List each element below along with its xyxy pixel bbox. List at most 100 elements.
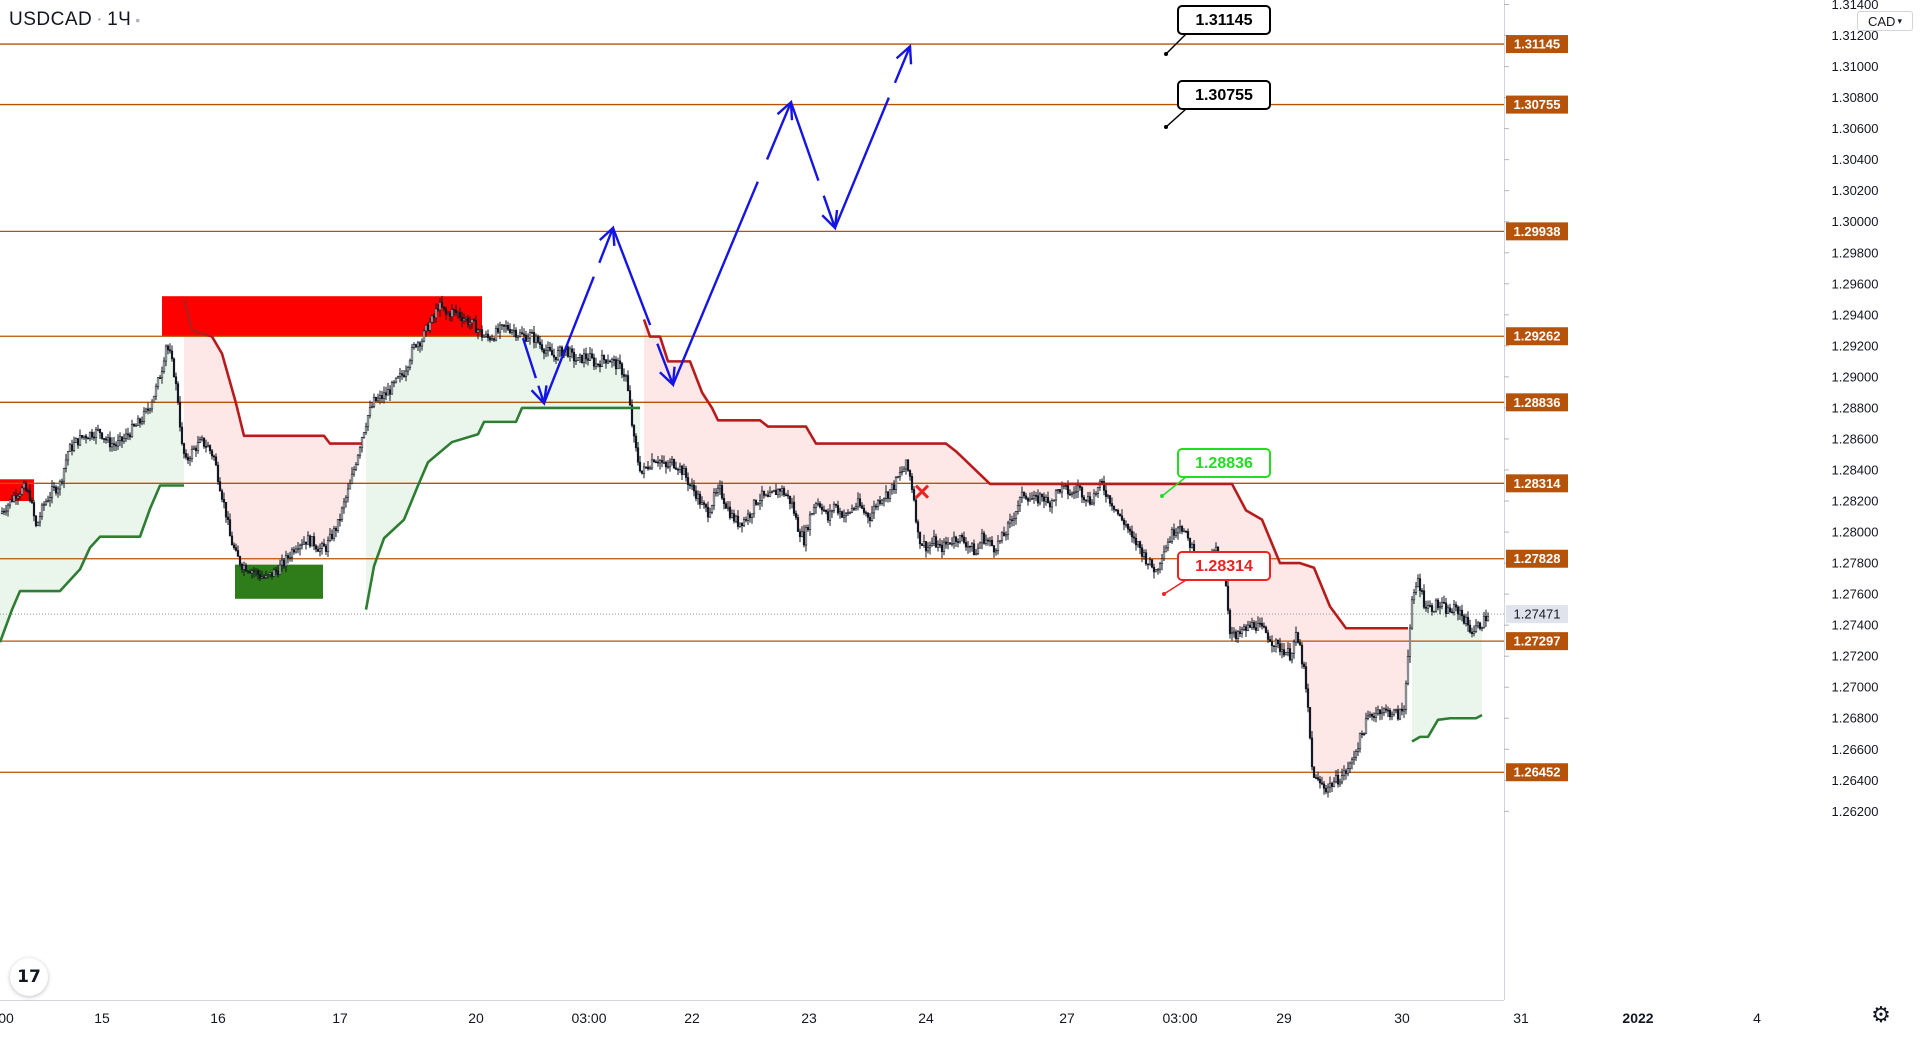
price-callout-sell[interactable]: 1.28314 [1162,551,1271,596]
candle-body [984,539,988,544]
candle-body [882,497,886,501]
candle-body [708,511,712,518]
gear-icon[interactable]: ⚙ [1871,1003,1891,1028]
candle-body [662,461,666,464]
projection-arrowhead [598,225,616,246]
candle-body [1042,496,1046,502]
candle-body [66,451,70,461]
candle-body [1112,505,1116,510]
price-tick-label: 1.31400 [1832,0,1879,12]
candle-body [892,484,896,490]
trend-fill-up [1412,578,1482,742]
currency-dropdown[interactable]: CAD ▾ [1857,11,1913,31]
candle-body [1102,481,1106,491]
candle-body [1156,568,1160,571]
trailing-stop-down[interactable] [182,298,362,445]
candle-body [342,501,346,509]
candle-body [424,324,428,332]
candle-body [668,461,672,468]
candle-body [540,344,544,351]
candle-body [1388,709,1392,718]
candle-body [1170,529,1174,542]
tradingview-logo-icon[interactable]: 17 [10,958,48,996]
candle-body [172,358,176,378]
candle-body [714,492,718,494]
candle-body [1350,759,1354,764]
candle-body [186,456,190,461]
candle-body [900,471,904,473]
projection-segment[interactable] [611,227,675,386]
trailing-stop-down[interactable] [642,319,1408,630]
candle-body [816,503,820,505]
projection-segment[interactable] [789,101,837,229]
candle-body [550,349,554,356]
candle-body [1308,707,1312,739]
candle-body [0,510,4,514]
candle-body [570,348,574,353]
candle-body [54,486,58,494]
candle-body [150,401,154,410]
price-callout-buy[interactable]: 1.28836 [1160,448,1271,498]
candle-body [636,447,640,463]
candle-body [954,536,958,542]
candle-body [648,467,652,470]
candle-body [90,431,94,438]
projection-arrowhead [530,385,548,406]
price-tick-label: 1.26200 [1832,804,1879,819]
candle-body [1062,484,1066,487]
candle-body [232,544,236,549]
price-callout-target[interactable]: 1.30755 [1164,80,1271,129]
candle-body [238,556,242,565]
candle-body [972,543,976,556]
timeframe-label[interactable]: 1Ч [107,9,132,30]
candle-body [568,348,572,357]
candle-body [616,360,620,370]
time-tick-label: 23 [801,1010,817,1026]
candle-body [64,459,68,469]
projection-segment[interactable] [833,45,912,229]
level-price-label [1506,35,1568,54]
candle-body [582,353,586,363]
callout-box [1177,5,1271,35]
callout-text: 1.28314 [1195,558,1253,575]
candle-body [620,363,624,375]
candle-body [1148,559,1152,565]
candle-body [1422,590,1426,608]
candle-body [980,532,984,544]
candle-body [952,536,956,544]
price-axis-background[interactable] [1504,0,1920,1046]
candle-body [474,320,478,333]
callout-box [1177,448,1271,478]
trailing-stop-up[interactable] [1411,713,1483,743]
candle-body [204,446,208,448]
candle-body [132,424,136,427]
candle-body [730,513,734,518]
time-tick-label: 31 [1513,1010,1529,1026]
candle-body [178,402,182,428]
candle-body [1122,519,1126,525]
candle-body [324,545,328,552]
candle-body [588,353,592,361]
price-callout-target[interactable]: 1.31145 [1164,5,1271,56]
candle-body [280,559,284,566]
candle-body [690,484,694,487]
projection-segment[interactable] [521,337,546,404]
candle-body [134,425,138,427]
candle-body [522,333,526,336]
separator-dot: · [96,9,104,30]
trailing-stop-up[interactable] [0,484,184,643]
projection-segment[interactable] [542,227,615,404]
candle-body [1304,666,1308,690]
candle-body [1300,644,1304,665]
candle-body [428,321,432,331]
candle-body [1070,492,1074,495]
candle-body [1392,709,1396,715]
time-tick-label: 20 [468,1010,484,1026]
candle-body [1364,718,1368,735]
candle-body [138,418,142,424]
projection-segment[interactable] [671,101,793,386]
trailing-stop-up[interactable] [364,406,640,610]
candle-body [1384,708,1388,711]
